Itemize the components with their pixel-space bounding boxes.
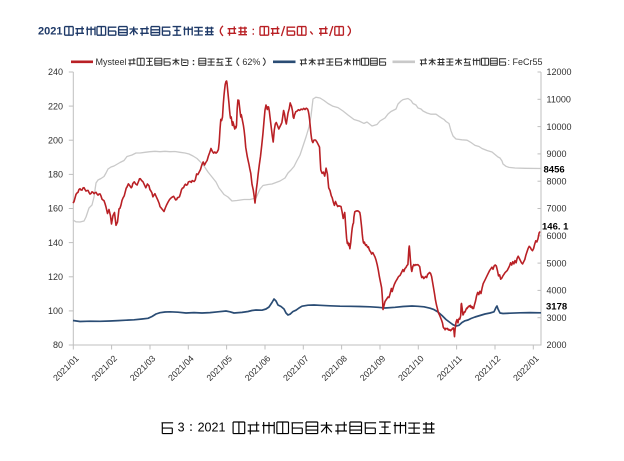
svg-text:62%: 62% — [242, 57, 260, 67]
svg-text:240: 240 — [48, 67, 63, 77]
svg-text:9000: 9000 — [547, 149, 567, 159]
svg-text:11000: 11000 — [547, 95, 571, 105]
svg-text:180: 180 — [48, 170, 63, 180]
svg-text:3178: 3178 — [546, 302, 567, 313]
svg-text:3: 3 — [178, 420, 185, 434]
svg-text:146. 1: 146. 1 — [542, 222, 569, 233]
svg-text:220: 220 — [48, 101, 63, 111]
svg-text:4000: 4000 — [547, 286, 567, 296]
svg-text:6000: 6000 — [547, 231, 567, 241]
svg-text:: FeCr55: : FeCr55 — [508, 57, 543, 67]
svg-text:200: 200 — [48, 135, 63, 145]
svg-text:140: 140 — [48, 238, 63, 248]
svg-text:80: 80 — [53, 340, 63, 350]
svg-text:12000: 12000 — [547, 67, 572, 77]
svg-text:8456: 8456 — [544, 165, 565, 176]
svg-text:160: 160 — [48, 204, 63, 214]
svg-text:120: 120 — [48, 272, 63, 282]
svg-text:2021: 2021 — [38, 26, 62, 38]
svg-text:7000: 7000 — [547, 204, 567, 214]
svg-text:5000: 5000 — [547, 258, 567, 268]
svg-text:3000: 3000 — [547, 313, 567, 323]
svg-text:2000: 2000 — [547, 340, 567, 350]
svg-text:Mysteel: Mysteel — [96, 57, 127, 67]
svg-text:100: 100 — [48, 306, 63, 316]
svg-text:2021: 2021 — [198, 420, 226, 434]
svg-text:8000: 8000 — [547, 176, 567, 186]
svg-text:10000: 10000 — [547, 122, 572, 132]
